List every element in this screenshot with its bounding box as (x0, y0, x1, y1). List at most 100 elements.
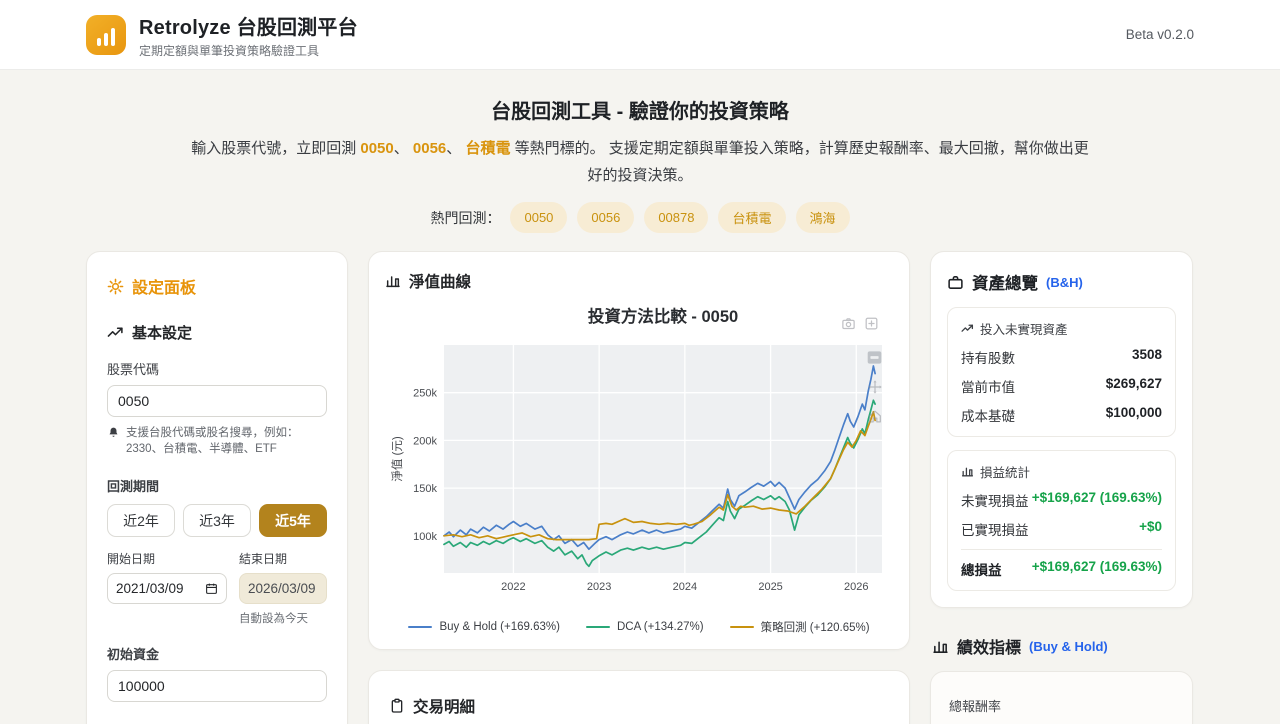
version-badge: Beta v0.2.0 (1125, 27, 1194, 42)
asset-overview-card: 資產總覽 (B&H) 投入未實現資產 持有股數 3508 當前市值 $269,627 成… (930, 251, 1193, 608)
end-date-input[interactable]: 2026/03/09 (239, 573, 327, 604)
bar-chart-icon (386, 276, 400, 288)
hero-ticker-tsmc[interactable]: 台積電 (465, 140, 511, 157)
bar-chart-icon (961, 467, 974, 477)
stat-row: 持有股數 3508 (961, 347, 1162, 367)
position-sub-card: 投入未實現資產 持有股數 3508 當前市值 $269,627 成本基礎 $100,000 (947, 307, 1176, 437)
x-tick-label: 2026 (844, 581, 868, 593)
stat-value: 3508 (1131, 347, 1162, 362)
y-tick-label: 250k (413, 388, 437, 400)
y-axis-label: 淨值 (元) (391, 436, 404, 482)
app-title-block: Retrolyze 台股回測平台 定期定額與單筆投資策略驗證工具 (139, 11, 358, 59)
stat-value: $100,000 (1105, 405, 1162, 420)
performance-title: 績效指標 (Buy & Hold) (932, 634, 1193, 658)
trending-up-icon (961, 324, 974, 332)
legend-label: Buy & Hold (+169.63%) (439, 621, 560, 633)
period-buttons: 近2年 近3年 近5年 (107, 504, 327, 537)
performance-title-text: 績效指標 (957, 640, 1022, 657)
basic-settings-title: 基本設定 (107, 322, 327, 343)
hot-pill-0050[interactable]: 0050 (510, 202, 568, 233)
start-date-value: 2021/03/09 (116, 581, 184, 596)
stat-value: +$169,627 (169.63%) (1031, 490, 1162, 505)
hot-pill-00878[interactable]: 00878 (644, 202, 709, 233)
start-date-group: 開始日期 2021/03/09 (107, 550, 227, 626)
total-return-label: 總報酬率 (949, 699, 1002, 714)
asset-overview-tag: (B&H) (1046, 274, 1083, 290)
hero-desc-text: 輸入股票代號，立即回測 (191, 140, 361, 157)
end-date-note: 自動設為今天 (239, 613, 308, 625)
asset-overview-title-text: 資產總覽 (972, 275, 1038, 293)
period-button-近2年[interactable]: 近2年 (107, 504, 175, 537)
capital-label: 初始資金 (107, 647, 160, 662)
legend-item[interactable]: Buy & Hold (+169.63%) (408, 619, 560, 635)
legend-label: 策略回測 (+120.65%) (760, 622, 870, 634)
total-return-card: 總報酬率 +169.63% (930, 671, 1193, 724)
legend-label: DCA (+134.27%) (616, 621, 704, 633)
stat-row: 未實現損益 +$169,627 (169.63%) (961, 490, 1162, 510)
series-line (443, 365, 876, 551)
trade-details-title-text: 交易明細 (413, 699, 476, 716)
legend-item[interactable]: DCA (+134.27%) (585, 619, 704, 635)
total-pnl-label: 總損益 (961, 563, 1002, 578)
stat-value: +$0 (1139, 519, 1162, 534)
hero-desc-sep: 、 (393, 140, 413, 157)
start-date-input[interactable]: 2021/03/09 (107, 573, 227, 604)
period-button-近3年[interactable]: 近3年 (183, 504, 251, 537)
trending-up-icon (107, 327, 123, 337)
position-sub-head-text: 投入未實現資產 (980, 323, 1068, 337)
equity-curve-title: 淨值曲線 (385, 270, 893, 292)
stat-row: 已實現損益 +$0 (961, 519, 1162, 539)
equity-chart-svg[interactable]: 投資方法比較 - 0050 100k 150k 200k 250k 2022 2023 202… (385, 298, 895, 604)
zoom-in-icon[interactable] (864, 316, 879, 331)
legend-item[interactable]: 策略回測 (+120.65%) (729, 619, 870, 635)
total-pnl-row: 總損益 +$169,627 (169.63%) (961, 549, 1162, 579)
stat-label: 當前市值 (961, 380, 1015, 395)
position-rows: 持有股數 3508 當前市值 $269,627 成本基礎 $100,000 (961, 347, 1162, 425)
x-tick-label: 2024 (673, 581, 697, 593)
plot-area (444, 345, 882, 573)
hero-ticker-0056[interactable]: 0056 (412, 140, 447, 157)
pan-icon[interactable] (867, 379, 883, 395)
app-logo-icon (86, 14, 126, 55)
stock-search-hint: 支援台股代碼或股名搜尋，例如：2330、台積電、半導體、ETF (107, 425, 327, 457)
equity-curve-card: 淨值曲線 投資方法比較 - 0050 100k 150k 200k 250k 2022 20… (368, 251, 910, 650)
hero-section: 台股回測工具 - 驗證你的投資策略 輸入股票代號，立即回測 0050、 0056… (0, 70, 1280, 233)
app-header: Retrolyze 台股回測平台 定期定額與單筆投資策略驗證工具 Beta v0… (0, 0, 1280, 70)
stock-code-input[interactable] (107, 385, 327, 417)
hot-pill-鴻海[interactable]: 鴻海 (795, 202, 850, 233)
legend-swatch (729, 625, 754, 629)
performance-tag: (Buy & Hold) (1029, 638, 1108, 654)
date-range: 開始日期 2021/03/09 結束日期 2026/03/09 自動設為今天 (107, 550, 327, 626)
x-tick-label: 2022 (501, 581, 525, 593)
hero-description: 輸入股票代號，立即回測 0050、 0056、 台積電 等熱門標的。 支援定期定… (190, 135, 1090, 189)
home-icon[interactable] (867, 409, 883, 424)
box-select-icon[interactable] (866, 350, 883, 365)
trade-details-title: 交易明細 (389, 695, 889, 717)
series-line (443, 410, 876, 541)
camera-icon[interactable] (841, 316, 856, 331)
hero-ticker-0050[interactable]: 0050 (360, 140, 394, 157)
stock-search-hint-text: 支援台股代碼或股名搜尋，例如：2330、台積電、半導體、ETF (126, 427, 299, 455)
pnl-sub-head: 損益統計 (961, 462, 1162, 481)
chart-modebar (841, 316, 879, 331)
capital-input[interactable] (107, 670, 327, 702)
app-title: Retrolyze 台股回測平台 (139, 16, 358, 39)
stock-code-label: 股票代碼 (107, 362, 160, 377)
legend-swatch (585, 625, 610, 629)
right-column: 資產總覽 (B&H) 投入未實現資產 持有股數 3508 當前市值 $269,627 成… (930, 251, 1193, 724)
asset-overview-title: 資產總覽 (B&H) (947, 270, 1176, 294)
settings-panel: 設定面板 基本設定 股票代碼 支援台股代碼或股名搜尋，例如：2330、台積電、半… (86, 251, 348, 724)
bar-chart-icon (933, 640, 948, 653)
settings-panel-title: 設定面板 (107, 274, 327, 298)
bell-icon (109, 427, 118, 437)
period-button-近5年[interactable]: 近5年 (259, 504, 327, 537)
hero-desc-sep: 、 (446, 140, 466, 157)
main-content: 設定面板 基本設定 股票代碼 支援台股代碼或股名搜尋，例如：2330、台積電、半… (0, 233, 1280, 724)
hot-pill-0056[interactable]: 0056 (577, 202, 635, 233)
stat-value: $269,627 (1105, 376, 1162, 391)
hot-pill-台積電[interactable]: 台積電 (718, 202, 786, 233)
clipboard-icon (391, 698, 403, 713)
position-sub-head: 投入未實現資產 (961, 319, 1162, 338)
equity-chart: 投資方法比較 - 0050 100k 150k 200k 250k 2022 2023 202… (385, 298, 893, 635)
stat-label: 未實現損益 (961, 494, 1029, 509)
